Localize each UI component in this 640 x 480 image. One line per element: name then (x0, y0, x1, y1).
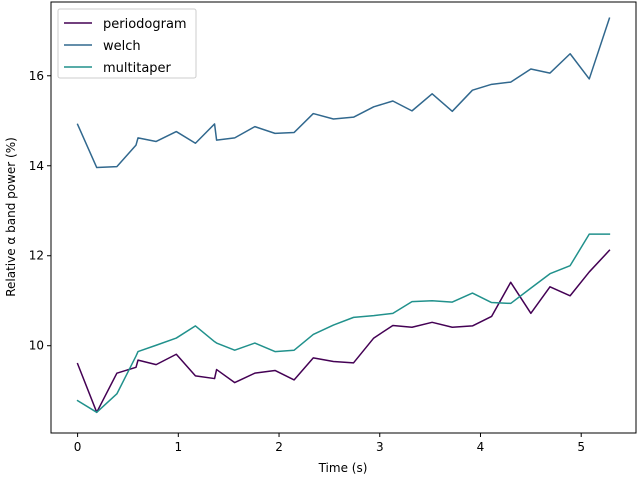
y-axis-label: Relative α band power (%) (4, 137, 18, 297)
legend-label-periodogram: periodogram (103, 17, 187, 32)
x-tick-label: 3 (376, 440, 384, 454)
legend: periodogram welch multitaper (57, 8, 197, 79)
x-axis-ticks: 0 1 2 3 4 5 (74, 433, 585, 454)
series-line-periodogram (76, 249, 611, 414)
x-tick-label: 4 (477, 440, 485, 454)
x-tick-label: 0 (74, 440, 82, 454)
series-lines (76, 17, 611, 414)
series-line-multitaper (76, 233, 611, 414)
legend-label-multitaper: multitaper (103, 61, 172, 76)
x-tick-label: 1 (174, 440, 182, 454)
y-tick-label: 14 (29, 159, 44, 173)
x-axis-label: Time (s) (318, 461, 368, 475)
y-axis-ticks: 10 12 14 16 (29, 69, 51, 353)
series-line-welch (76, 17, 611, 169)
plot-frame (50, 1, 637, 434)
y-tick-label: 12 (29, 249, 44, 263)
x-tick-label: 2 (275, 440, 283, 454)
y-tick-label: 10 (29, 339, 44, 353)
legend-box (57, 8, 197, 79)
x-tick-label: 5 (577, 440, 585, 454)
legend-label-welch: welch (103, 39, 141, 54)
y-tick-label: 16 (29, 69, 44, 83)
